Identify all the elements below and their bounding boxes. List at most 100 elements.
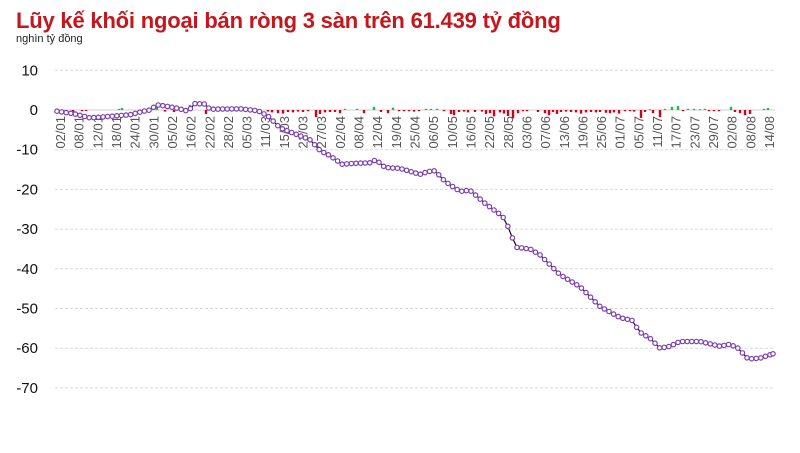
data-point-marker: [270, 118, 277, 124]
x-tick-label: 08/04: [352, 116, 367, 149]
daily-net-bar: [717, 110, 721, 112]
x-tick-label: 24/01: [128, 116, 143, 149]
data-point-marker: [366, 160, 373, 166]
daily-net-bar: [555, 110, 559, 114]
x-tick-label: 12/04: [370, 116, 385, 149]
data-point-marker: [81, 113, 88, 120]
daily-net-bar: [506, 110, 510, 116]
data-point-marker: [445, 180, 451, 187]
daily-net-bar: [686, 108, 690, 110]
data-point-marker: [261, 111, 267, 117]
data-point-marker: [417, 171, 424, 178]
data-point-marker: [219, 106, 226, 112]
x-tick-label: 23/07: [687, 116, 702, 149]
data-point-marker: [394, 165, 401, 172]
daily-net-bar: [703, 108, 707, 110]
data-point-marker: [734, 345, 741, 351]
daily-net-bar: [417, 110, 421, 112]
daily-net-bar: [328, 110, 332, 112]
data-point-marker: [564, 276, 571, 283]
daily-net-bar: [536, 110, 540, 112]
data-point-marker: [371, 157, 378, 164]
data-point-marker: [477, 196, 484, 202]
data-point-marker: [104, 113, 111, 120]
y-tick-label: -10: [16, 142, 38, 159]
data-point-marker: [155, 102, 162, 108]
daily-net-bar: [276, 110, 280, 114]
daily-net-bar: [488, 110, 492, 114]
data-point-marker: [688, 338, 695, 345]
daily-net-bar: [407, 110, 411, 112]
data-point-marker: [403, 167, 410, 174]
data-point-marker: [615, 313, 622, 320]
data-point-marker: [431, 168, 438, 174]
x-tick-label: 05/03: [240, 116, 255, 149]
data-point-marker: [137, 109, 143, 116]
daily-net-bar: [286, 110, 290, 112]
data-point-marker: [748, 355, 755, 362]
daily-net-bar: [462, 110, 466, 112]
daily-net-bar: [692, 108, 696, 110]
data-point-marker: [495, 210, 502, 217]
data-point-marker: [679, 338, 686, 345]
x-tick-label: 25/06: [594, 116, 609, 149]
daily-net-bar: [628, 110, 632, 112]
data-point-marker: [279, 126, 286, 132]
daily-net-bar: [379, 110, 383, 112]
data-point-marker: [629, 317, 635, 324]
data-point-marker: [606, 308, 612, 315]
data-point-marker: [132, 110, 139, 117]
daily-net-bar: [589, 110, 593, 112]
data-point-marker: [58, 109, 65, 115]
data-point-marker: [578, 285, 585, 291]
data-point-marker: [169, 104, 175, 111]
daily-net-bar: [551, 110, 555, 112]
data-point-marker: [702, 339, 709, 346]
x-tick-label: 11/07: [650, 116, 665, 148]
daily-net-bar: [639, 110, 643, 118]
data-point-marker: [642, 332, 649, 339]
daily-net-bar: [155, 106, 159, 110]
daily-net-bar: [584, 110, 588, 113]
data-point-marker: [307, 137, 313, 143]
data-point-marker: [380, 163, 387, 170]
data-point-marker: [311, 141, 318, 148]
x-tick-label: 02/08: [725, 116, 740, 149]
daily-net-bar: [163, 110, 167, 112]
data-point-marker: [601, 306, 608, 312]
y-tick-label: -70: [16, 380, 38, 397]
data-point-marker: [449, 183, 456, 190]
data-point-marker: [468, 188, 474, 194]
x-tick-label: 06/05: [426, 116, 441, 149]
daily-net-bar: [172, 110, 176, 112]
data-point-marker: [284, 127, 290, 134]
y-tick-label: -60: [16, 340, 38, 357]
data-point-marker: [215, 106, 221, 112]
daily-net-bar: [617, 110, 621, 114]
daily-net-bar: [511, 110, 515, 119]
daily-net-bar: [651, 110, 655, 114]
data-point-marker: [183, 107, 189, 114]
x-tick-label: 13/06: [557, 116, 572, 149]
data-point-marker: [661, 344, 668, 351]
data-point-marker: [610, 311, 617, 317]
x-tick-label: 21/03: [296, 116, 311, 149]
daily-net-bar: [473, 110, 477, 112]
data-point-marker: [555, 270, 562, 277]
data-point-marker: [68, 110, 74, 117]
y-tick-label: -30: [16, 221, 38, 238]
daily-net-bar: [681, 110, 685, 112]
data-point-marker: [91, 114, 97, 121]
x-tick-label: 30/01: [146, 116, 161, 149]
daily-net-bar: [412, 110, 416, 112]
daily-net-bar: [707, 110, 711, 112]
daily-net-bar: [424, 108, 428, 110]
daily-net-bar: [484, 110, 488, 114]
data-point-marker: [141, 108, 148, 114]
data-point-marker: [472, 192, 479, 198]
x-tick-label: 15/03: [277, 116, 292, 149]
data-point-marker: [302, 135, 309, 141]
data-point-marker: [435, 172, 442, 178]
daily-net-bar: [492, 110, 496, 117]
data-point-marker: [684, 338, 691, 345]
